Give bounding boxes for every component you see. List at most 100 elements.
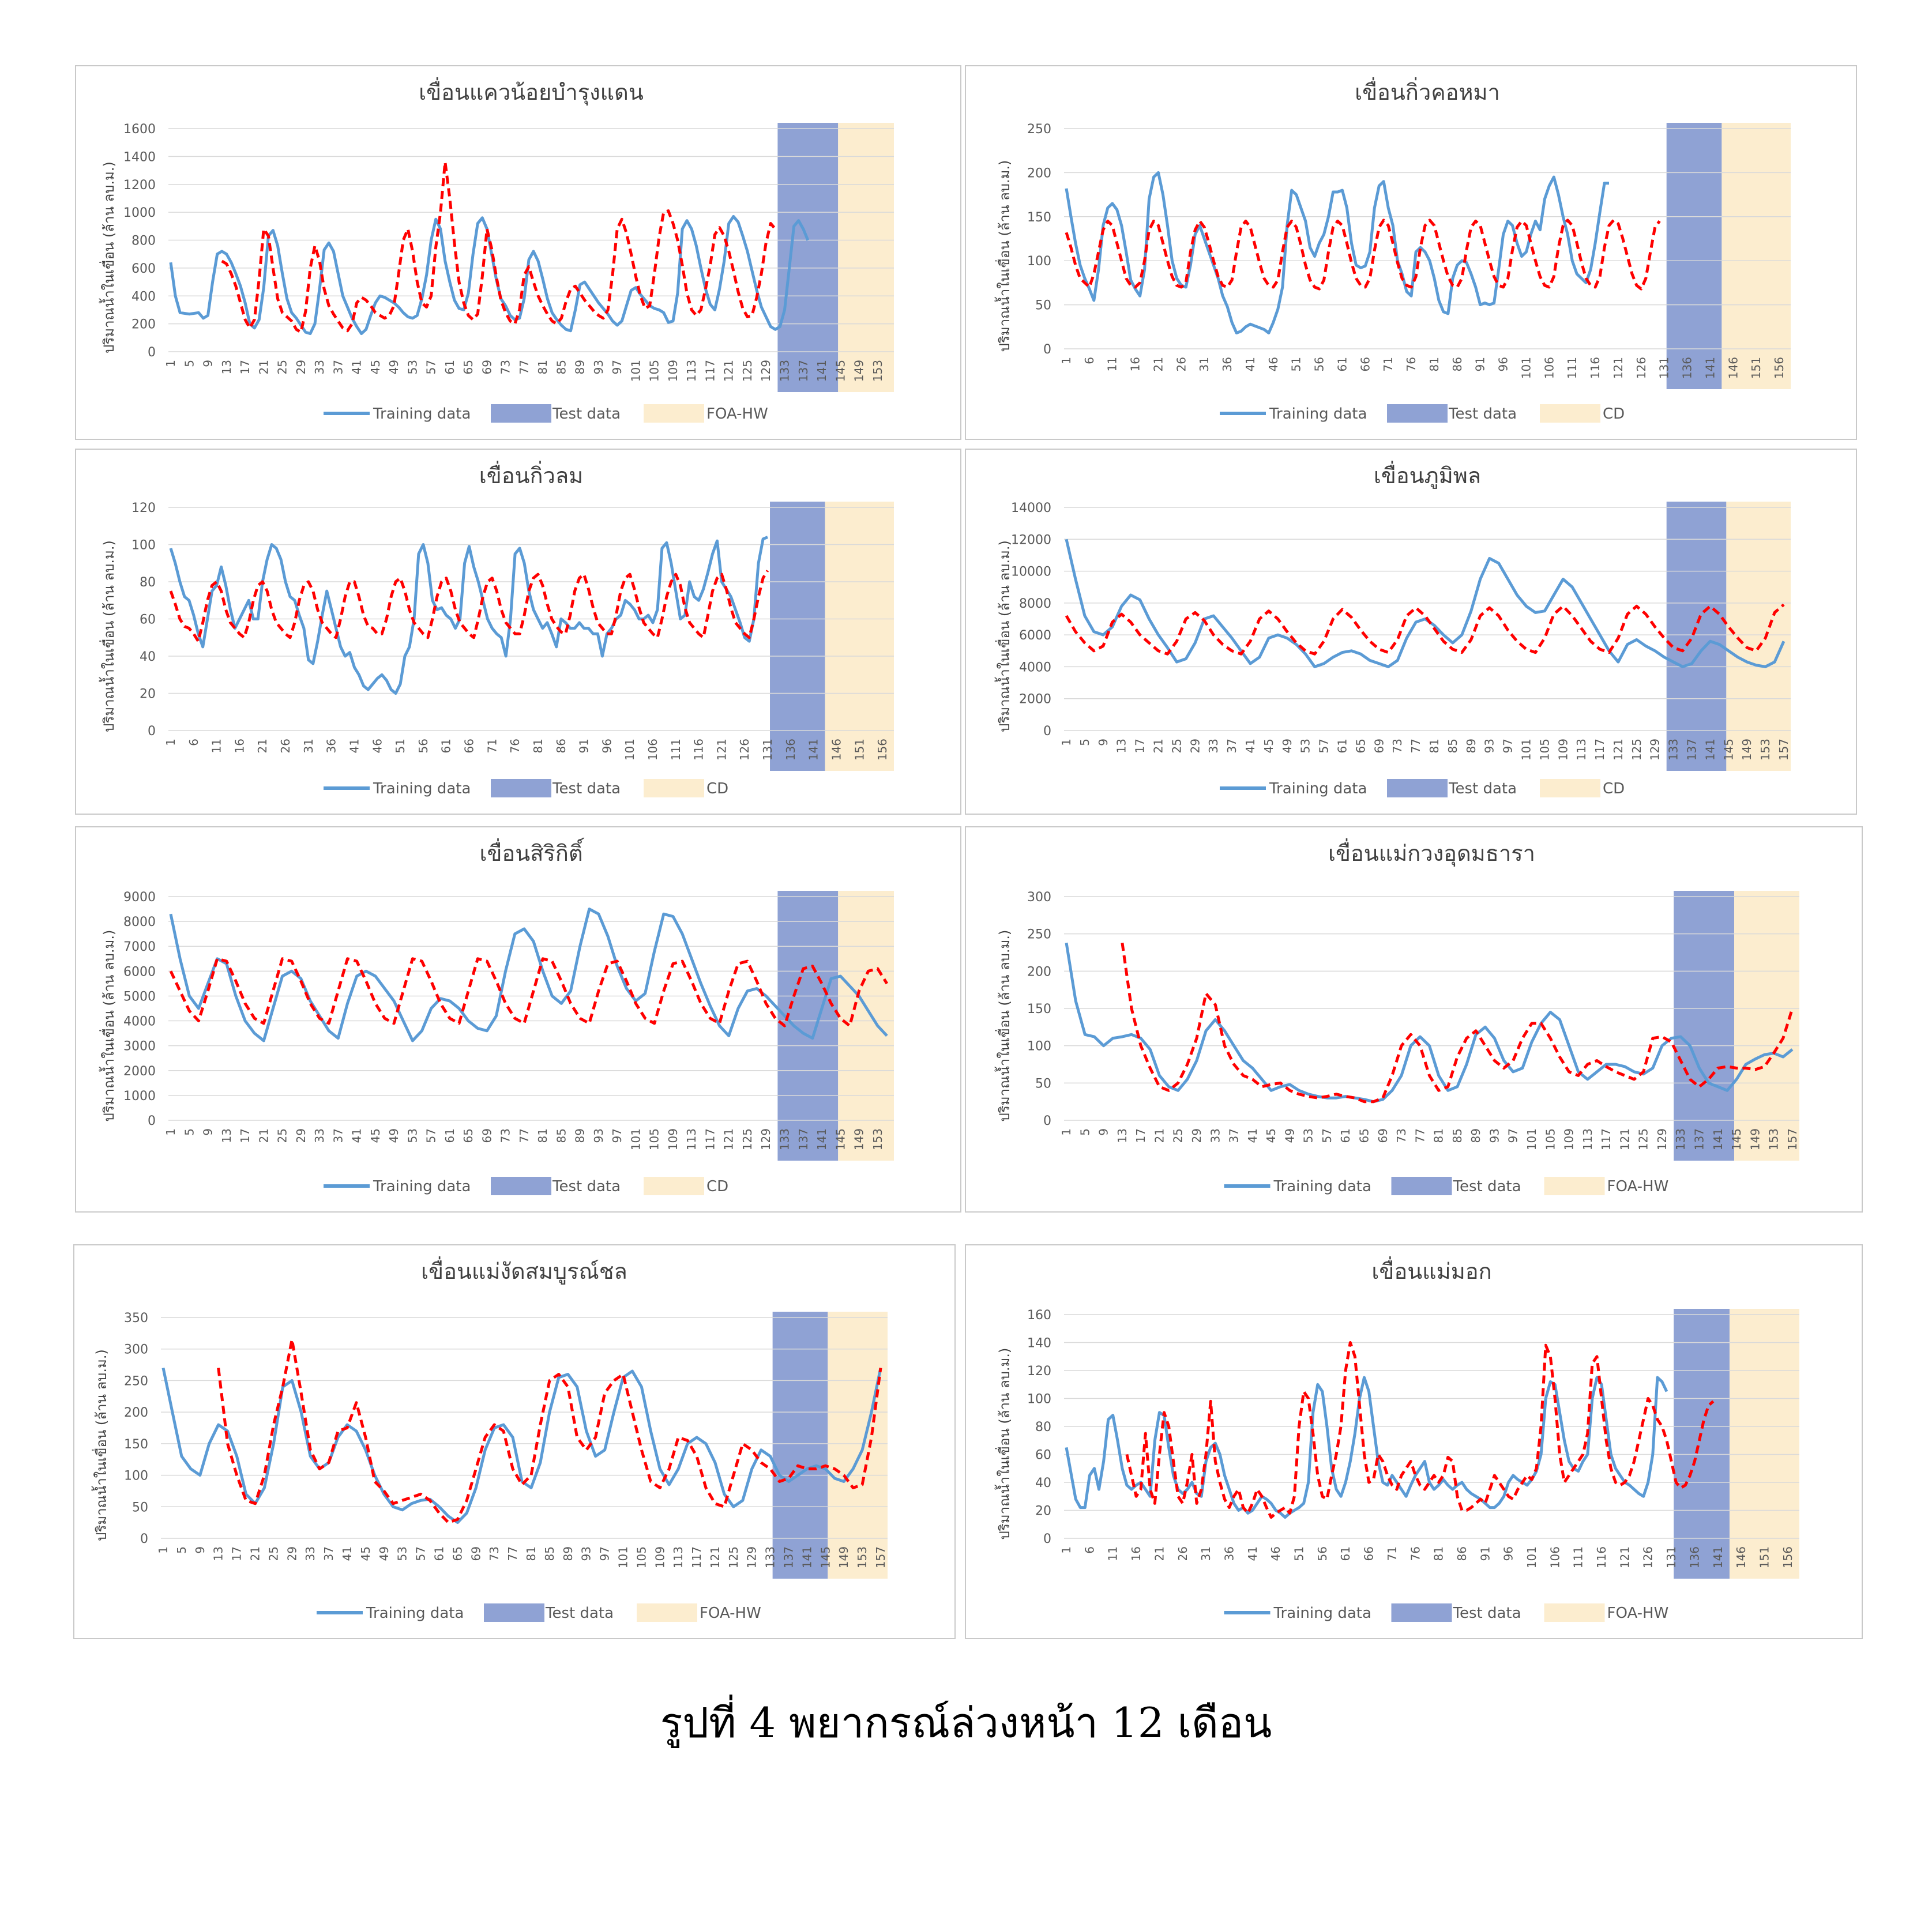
x-tick-label: 77 [1409,739,1423,753]
x-tick-label: 16 [1129,357,1142,371]
x-tick-label: 41 [347,739,361,753]
x-tick-label: 81 [1432,1128,1446,1143]
legend-forecast-swatch [644,1177,704,1195]
x-tick-label: 151 [1757,1546,1771,1568]
x-tick-label: 65 [1354,739,1367,753]
x-tick-label: 137 [796,360,810,382]
legend-forecast-label: FOA-HW [1607,1605,1669,1622]
y-tick-label: 200 [124,1406,148,1420]
x-tick-label: 141 [800,1546,814,1568]
x-tick-label: 116 [692,739,706,761]
x-tick-label: 156 [1781,1546,1795,1568]
y-tick-label: 40 [140,650,156,664]
y-tick-label: 20 [1035,1504,1051,1519]
x-tick-label: 51 [1290,357,1303,371]
legend-forecast-label: CD [706,1178,728,1195]
x-tick-label: 41 [1243,357,1257,371]
x-tick-label: 56 [1313,357,1326,371]
x-tick-label: 73 [487,1546,501,1561]
x-tick-label: 17 [1133,739,1147,753]
x-tick-label: 93 [1487,1128,1501,1143]
x-tick-label: 146 [829,739,843,761]
x-tick-label: 21 [257,1128,270,1143]
y-tick-label: 40 [1035,1476,1051,1490]
y-axis-label: ปริมาณน้ำในเขื่อน (ล้าน ลบ.ม.) [994,160,1013,352]
x-tick-label: 76 [508,739,522,753]
x-tick-label: 136 [1681,357,1694,379]
x-tick-label: 46 [1266,357,1280,371]
x-tick-label: 153 [871,360,885,382]
y-tick-label: 0 [148,1114,156,1128]
x-tick-label: 105 [1543,1128,1557,1150]
y-tick-label: 6000 [1019,628,1051,643]
y-tick-label: 100 [1027,254,1051,269]
x-tick-label: 5 [1078,739,1092,746]
y-tick-label: 200 [1027,166,1051,180]
x-tick-label: 96 [600,739,614,753]
x-tick-label: 26 [1174,357,1188,371]
chart-panel-6: เขื่อนแม่กวงอุดมธารา ปริมาณน้ำในเขื่อน (ล… [965,826,1863,1213]
x-tick-label: 49 [387,360,401,374]
x-tick-label: 81 [536,1128,550,1143]
x-tick-label: 137 [1685,739,1699,761]
x-tick-label: 89 [1469,1128,1483,1143]
x-tick-label: 69 [1372,739,1386,753]
x-tick-label: 116 [1595,1546,1608,1568]
x-tick-label: 61 [1335,357,1349,371]
x-tick-label: 6 [1082,1546,1096,1554]
forecast-band [828,1312,888,1579]
forecast-line [221,160,777,334]
legend-forecast-swatch [1540,779,1600,797]
x-tick-label: 49 [1283,1128,1296,1143]
x-tick-label: 13 [212,1546,225,1561]
x-tick-label: 9 [201,1128,215,1136]
x-tick-label: 61 [1339,1546,1352,1561]
figure-caption: รูปที่ 4 พยากรณ์ล่วงหน้า 12 เดือน [660,1699,1272,1747]
y-tick-label: 400 [131,289,156,304]
x-tick-label: 65 [450,1546,464,1561]
x-tick-label: 69 [480,360,494,374]
x-tick-label: 57 [1317,739,1331,753]
x-tick-label: 145 [1721,739,1735,761]
x-tick-label: 5 [182,360,196,367]
x-tick-label: 57 [424,360,438,374]
x-tick-label: 129 [759,360,773,382]
x-tick-label: 65 [461,360,475,374]
x-tick-label: 126 [738,739,751,761]
legend-forecast-label: CD [706,780,728,797]
x-tick-label: 1 [164,1128,178,1136]
x-tick-label: 89 [573,360,587,374]
x-tick-label: 13 [220,1128,234,1143]
x-tick-label: 5 [1078,1128,1092,1136]
chart-panel-8: เขื่อนแม่มอก ปริมาณน้ำในเขื่อน (ล้าน ลบ.ม… [965,1244,1863,1639]
y-tick-label: 9000 [123,890,156,905]
y-tick-label: 300 [124,1343,148,1357]
x-tick-label: 105 [1538,739,1551,761]
x-tick-label: 5 [175,1546,189,1554]
x-tick-label: 66 [1362,1546,1376,1561]
training-data-line [1065,539,1786,668]
chart-panel-5: เขื่อนสิริกิติ์ ปริมาณน้ำในเขื่อน (ล้าน ล… [75,826,961,1213]
legend-forecast-swatch [1544,1603,1605,1622]
x-tick-label: 136 [784,739,798,761]
x-tick-label: 153 [1758,739,1772,761]
x-tick-label: 141 [1711,1546,1725,1568]
y-tick-label: 0 [148,724,156,739]
y-tick-label: 8000 [1019,597,1051,611]
x-tick-label: 113 [685,1128,698,1150]
y-tick-label: 10000 [1011,565,1051,579]
y-axis-label: ปริมาณน้ำในเขื่อน (ล้าน ลบ.ม.) [994,540,1013,732]
y-tick-label: 1200 [123,178,156,193]
x-tick-label: 129 [745,1546,759,1568]
x-tick-label: 89 [561,1546,575,1561]
x-tick-label: 101 [623,739,637,761]
x-tick-label: 61 [439,739,453,753]
x-tick-label: 125 [741,1128,754,1150]
forecast-band [838,123,894,392]
x-tick-label: 145 [833,360,847,382]
training-data-line [1065,942,1794,1104]
x-tick-label: 51 [1292,1546,1306,1561]
